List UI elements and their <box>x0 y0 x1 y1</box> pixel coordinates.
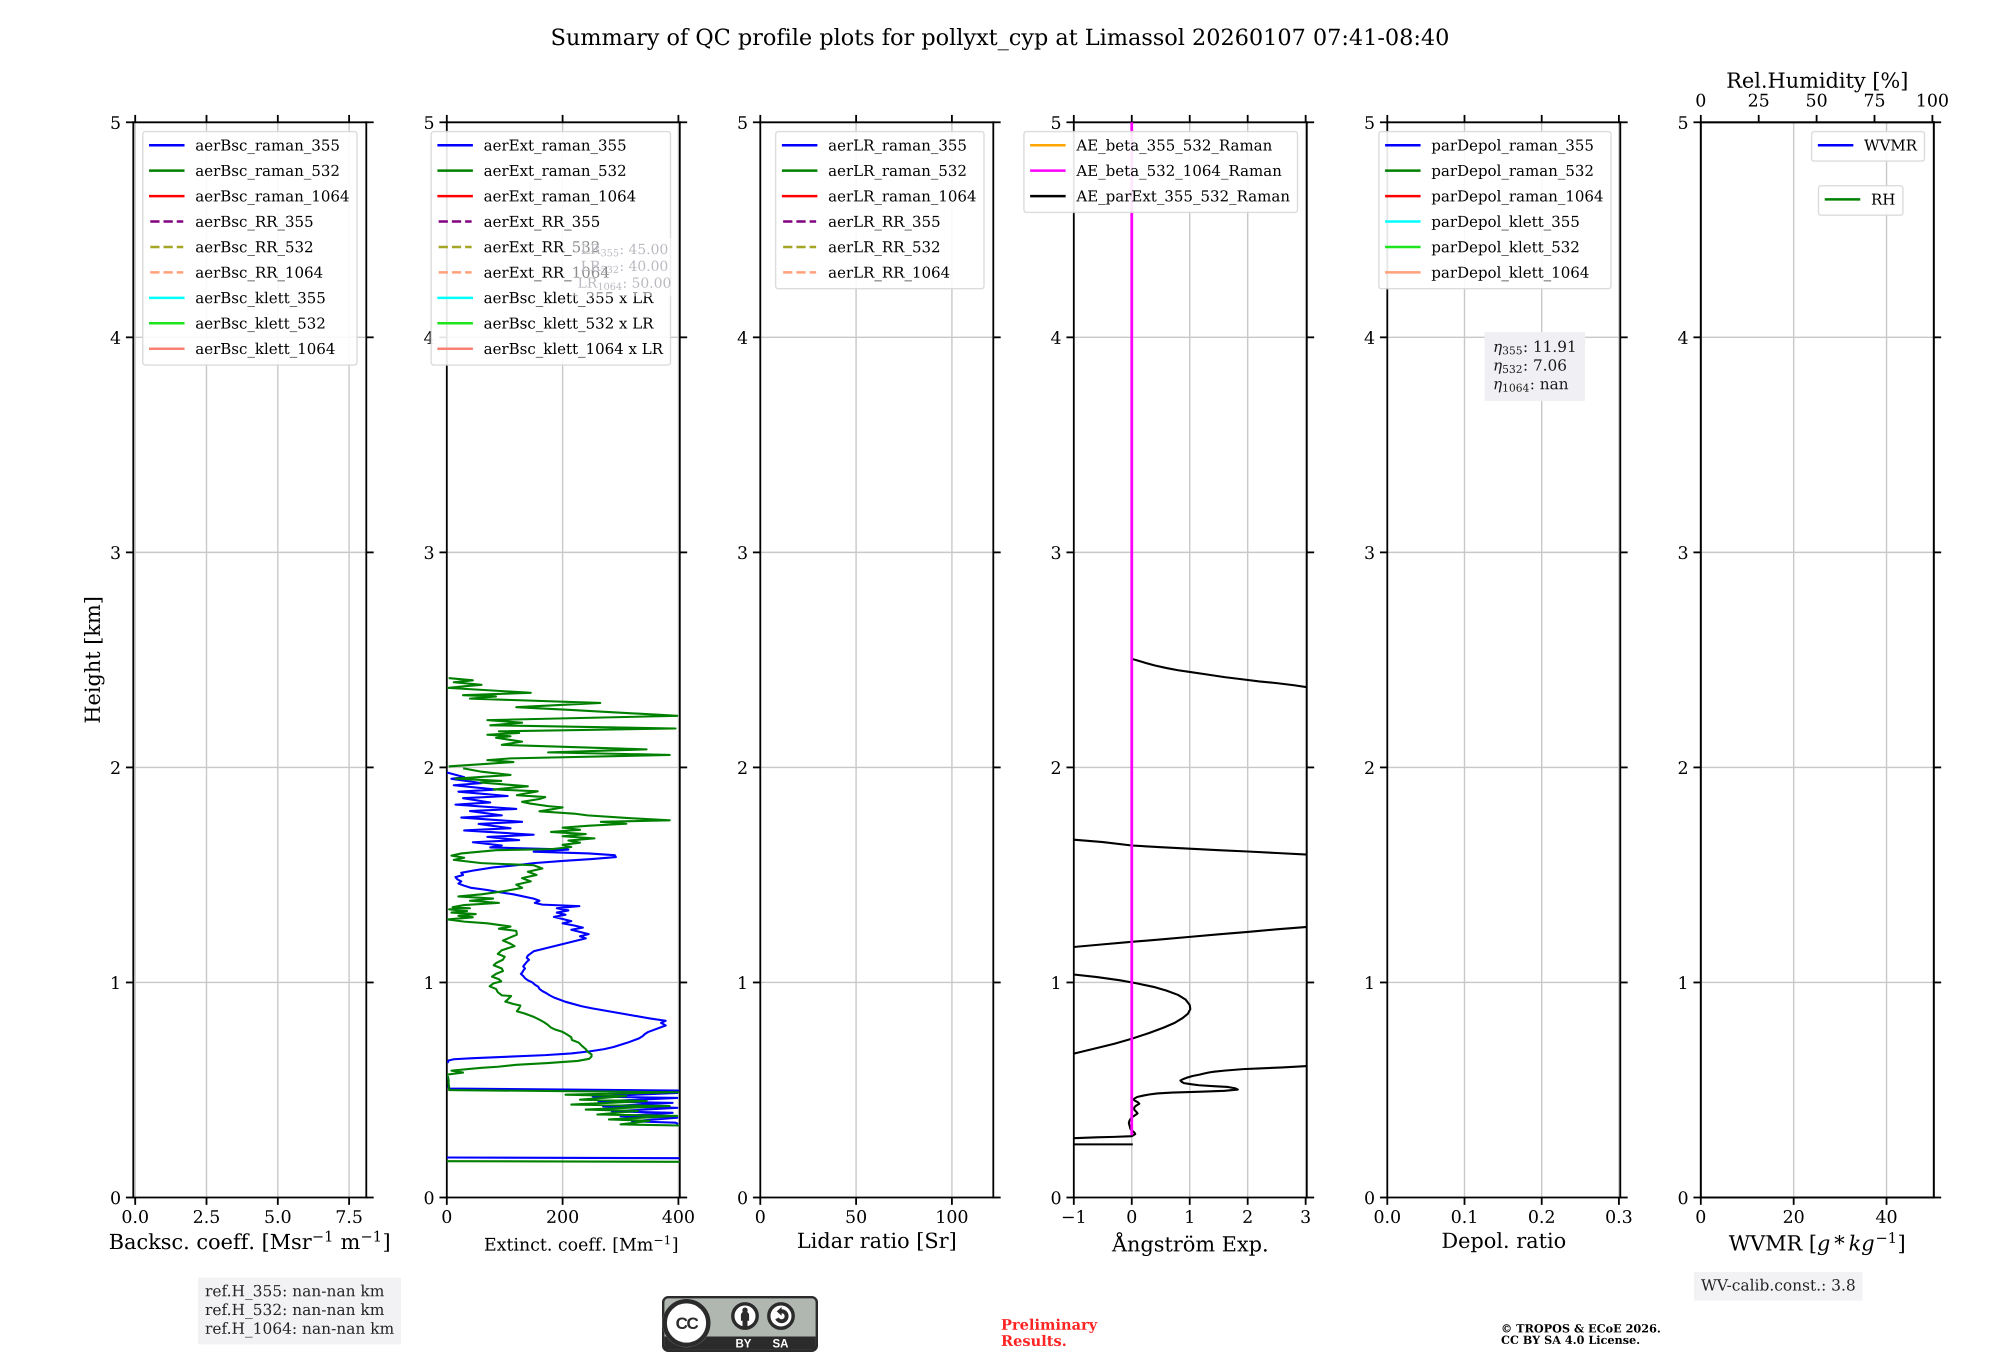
svg-text:BY: BY <box>736 1339 752 1351</box>
svg-text:CC: CC <box>676 1314 699 1333</box>
svg-text:SA: SA <box>773 1339 789 1351</box>
